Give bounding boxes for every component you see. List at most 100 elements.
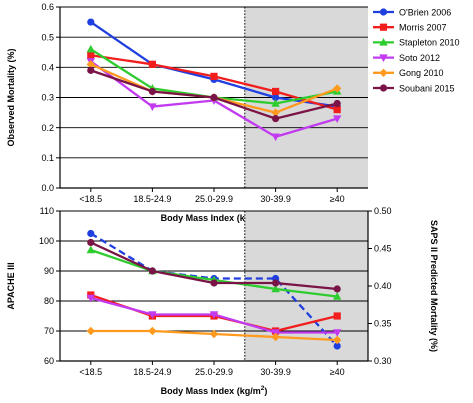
data-point	[86, 60, 95, 69]
y2-axis-title: SAPS II Predicted Mortality (%)	[429, 220, 439, 352]
data-point	[271, 108, 280, 117]
data-point	[272, 93, 280, 102]
series-soubani-2015	[87, 66, 341, 123]
y2-tick-label: 0.45	[374, 244, 392, 254]
data-point	[210, 72, 218, 80]
legend-item-morris-2007: Morris 2007	[373, 23, 447, 33]
legend-item-stapleton-2010: Stapleton 2010	[373, 38, 460, 48]
y-tick-label: 110	[40, 206, 54, 216]
legend-label: Gong 2010	[399, 68, 444, 78]
data-point	[333, 312, 341, 320]
legend-marker	[379, 38, 388, 46]
data-point	[86, 44, 95, 53]
series-lines	[86, 229, 342, 350]
legend-label: Soubani 2015	[399, 83, 455, 93]
data-point	[148, 60, 156, 68]
legend-marker	[379, 8, 388, 16]
data-point	[148, 103, 157, 111]
x-tick-label: ≥40	[330, 194, 345, 204]
mortality-chart: 0.0 0.1 0.2 0.3 0.4 0.5 0.6 <18.5 18.5-24.9 25.0-…	[6, 2, 368, 223]
data-point	[148, 311, 157, 319]
data-point	[86, 245, 95, 254]
legend: O'Brien 2006 Morris 2007 Stapleton 2010 Sot…	[373, 7, 460, 93]
data-point	[87, 18, 95, 26]
data-point	[272, 87, 280, 96]
data-point	[209, 311, 219, 319]
y-tick-label: 0.0	[41, 183, 54, 193]
legend-item-gong-2010: Gong 2010	[373, 68, 444, 78]
y2-tick-label: 0.50	[374, 206, 392, 216]
axes: 0.0 0.1 0.2 0.3 0.4 0.5 0.6 <18.5 18.5-24.9 25.0-…	[41, 2, 368, 204]
y-tick-label: 60	[44, 356, 54, 366]
data-point	[86, 326, 95, 336]
data-point	[148, 87, 156, 96]
y-tick-label: 0.5	[41, 32, 54, 42]
y-tick-label: 0.4	[41, 63, 54, 73]
x-tick-label: <18.5	[79, 367, 102, 377]
data-point	[271, 99, 280, 107]
legend-marker	[379, 84, 388, 92]
legend-marker	[379, 54, 388, 62]
data-point	[87, 229, 95, 238]
legend-label: Morris 2007	[399, 23, 447, 33]
legend-item-o-brien-2006: O'Brien 2006	[373, 7, 451, 17]
y-tick-label: 0.1	[41, 153, 54, 163]
x-tick-label: 30-39.9	[260, 367, 291, 377]
series-gong-2010	[86, 326, 342, 345]
x-tick-label: <18.5	[79, 194, 102, 204]
data-point	[86, 294, 95, 303]
data-point	[210, 93, 218, 102]
data-point	[333, 292, 342, 300]
y-axis-title: APACHE III	[6, 262, 16, 309]
y2-tick-label: 0.35	[374, 319, 392, 329]
severity-score-chart: 60 70 80 90 100 110 <18.5 18.5-24.9 25.0-29.9 30-…	[6, 206, 439, 396]
data-point	[271, 133, 280, 142]
data-point	[333, 285, 341, 293]
y-tick-label: 70	[44, 326, 54, 336]
y2-tick-label: 0.40	[374, 281, 392, 291]
y-tick-label: 80	[44, 296, 54, 306]
x-axis-title: Body Mass Index (kg/m2)	[161, 385, 268, 396]
y-tick-label: 90	[44, 266, 54, 276]
data-point	[148, 267, 156, 275]
data-point	[333, 342, 341, 350]
y-axis-title: Observed Mortality (%)	[6, 48, 16, 146]
data-point	[87, 238, 95, 247]
legend-item-soto-2012: Soto 2012	[373, 53, 440, 63]
data-point	[272, 279, 280, 287]
x-tick-label: 18.5-24.9	[133, 367, 171, 377]
legend-marker	[379, 68, 388, 77]
x-tick-label: 30-39.9	[260, 194, 291, 204]
legend-label: Stapleton 2010	[399, 38, 460, 48]
y2-tick-label: 0.30	[374, 356, 392, 366]
data-point	[333, 335, 342, 345]
data-point	[209, 329, 219, 339]
data-point	[271, 284, 280, 293]
data-point	[333, 329, 342, 337]
series-lines	[86, 18, 342, 142]
data-point	[271, 332, 280, 342]
series-soubani-2015	[87, 238, 341, 293]
series-morris-2007	[87, 51, 341, 114]
data-point	[272, 115, 280, 123]
data-point	[333, 99, 341, 108]
data-point	[87, 51, 95, 59]
y-tick-label: 0.6	[41, 2, 54, 12]
legend-label: Soto 2012	[399, 53, 440, 63]
y-tick-label: 0.2	[41, 123, 54, 133]
x-tick-label: ≥40	[330, 367, 345, 377]
x-tick-label: 25.0-29.9	[195, 194, 233, 204]
y-tick-label: 100	[39, 236, 54, 246]
data-point	[333, 84, 342, 93]
data-point	[333, 105, 341, 114]
legend-label: O'Brien 2006	[399, 7, 451, 17]
data-point	[148, 326, 157, 336]
x-tick-label: 25.0-29.9	[195, 367, 233, 377]
data-point	[333, 115, 342, 124]
data-point	[210, 279, 218, 287]
x-tick-label: 18.5-24.9	[133, 194, 171, 204]
legend-marker	[379, 23, 388, 31]
data-point	[87, 66, 95, 74]
axes: 60 70 80 90 100 110 <18.5 18.5-24.9 25.0-29.9 30-…	[39, 206, 392, 377]
